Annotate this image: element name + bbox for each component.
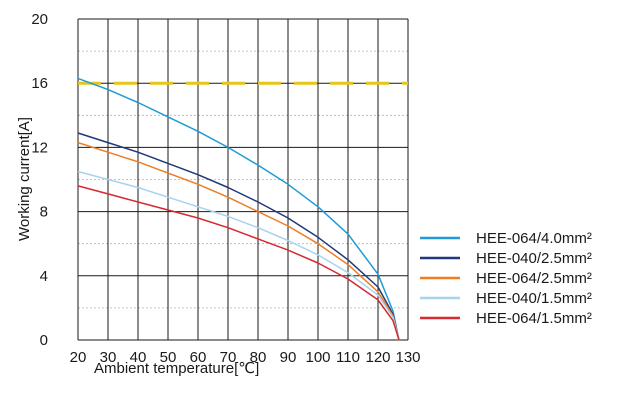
x-tick-label: 120 [365, 349, 390, 366]
y-axis-label: Working current[A] [16, 117, 33, 241]
legend-label: HEE-040/2.5mm² [476, 250, 592, 267]
y-tick-label: 12 [31, 139, 48, 156]
y-tick-label: 0 [40, 332, 48, 349]
legend-label: HEE-040/1.5mm² [476, 290, 592, 307]
y-tick-label: 4 [40, 268, 48, 285]
x-tick-label: 90 [280, 349, 297, 366]
x-tick-label: 130 [395, 349, 420, 366]
x-tick-label: 110 [336, 349, 360, 366]
x-tick-label: 80 [250, 349, 267, 366]
legend-label: HEE-064/4.0mm² [476, 230, 592, 247]
legend-label: HEE-064/2.5mm² [476, 270, 592, 287]
x-tick-label: 100 [305, 349, 330, 366]
x-axis-label: Ambient temperature[℃] [94, 360, 259, 377]
series-line [77, 170, 400, 341]
axes: 0 4 8 12 16 20 20 30 40 50 60 70 80 90 100 110 120 130 [31, 11, 420, 366]
y-tick-label: 8 [40, 204, 48, 221]
series-group [77, 77, 400, 341]
legend: HEE-064/4.0mm² HEE-040/2.5mm² HEE-064/2.5m… [420, 230, 592, 327]
series-line [77, 77, 400, 341]
x-tick-label: 20 [70, 349, 87, 366]
series-line [77, 132, 400, 341]
x-tick-label: 70 [220, 349, 237, 366]
legend-label: HEE-064/1.5mm² [476, 310, 592, 327]
series-line [77, 141, 400, 341]
y-tick-label: 20 [31, 11, 48, 28]
x-tick-label: 30 [100, 349, 117, 366]
y-tick-label: 16 [31, 75, 48, 92]
x-tick-label: 50 [160, 349, 177, 366]
series-line [77, 185, 400, 341]
x-tick-label: 60 [190, 349, 207, 366]
grid [77, 18, 409, 341]
x-tick-label: 40 [130, 349, 147, 366]
